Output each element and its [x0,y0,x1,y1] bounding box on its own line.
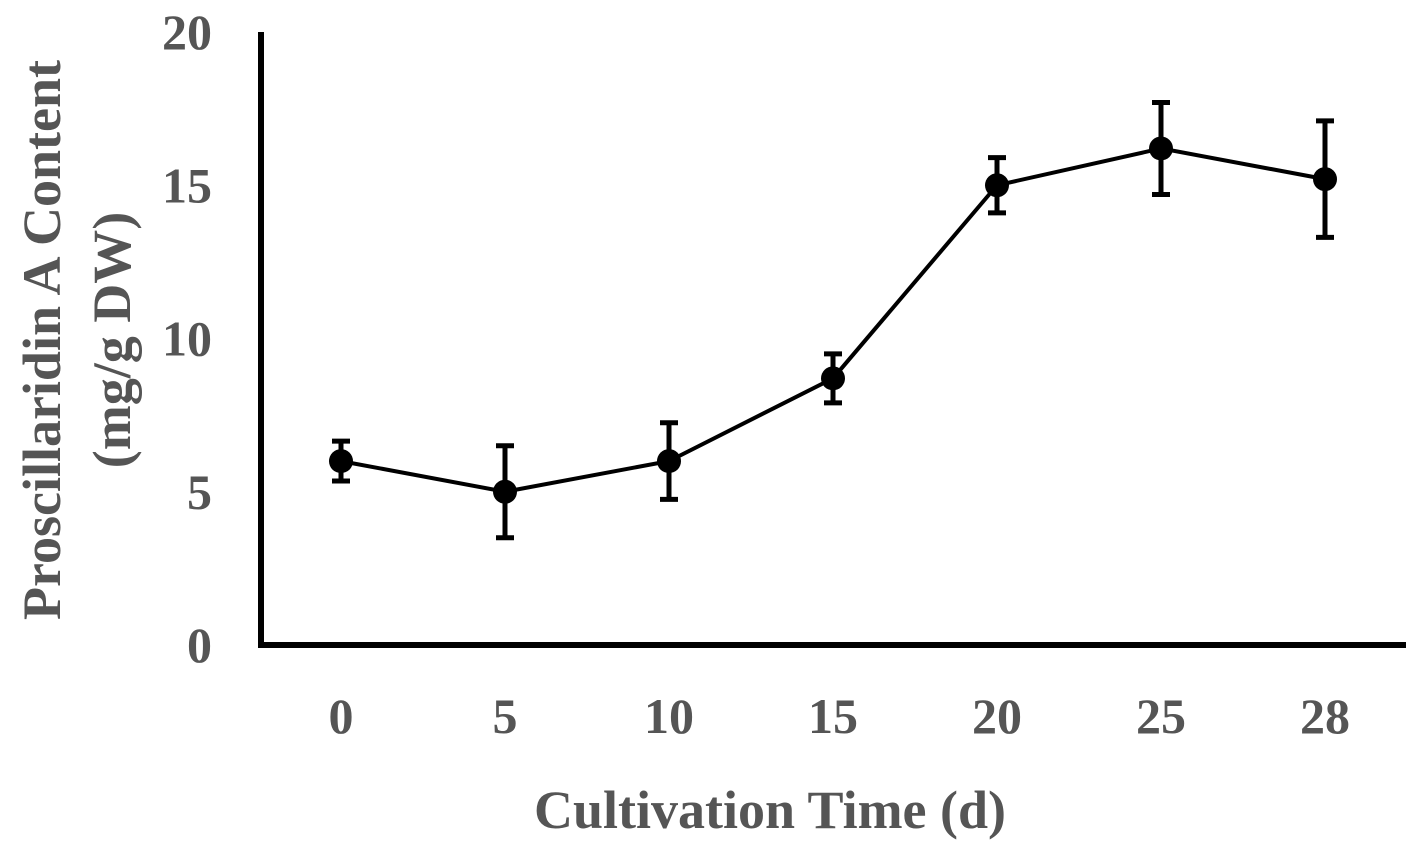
data-point [329,449,353,474]
y-axis-title-line-2: (mg/g DW) [82,212,142,468]
x-tick-label: 25 [1136,688,1186,744]
y-tick-labels: 0 5 10 15 20 [162,4,212,673]
y-tick-label: 20 [162,4,212,60]
x-tick-labels: 0 5 10 15 20 25 28 [329,688,1351,744]
x-tick-label: 5 [493,688,518,744]
data-point [821,366,845,391]
y-tick-label: 0 [187,617,212,673]
x-tick-label: 15 [808,688,858,744]
data-point [985,173,1009,198]
series-line [340,146,1326,494]
x-tick-label: 28 [1300,688,1350,744]
data-point [657,449,681,474]
x-tick-label: 10 [644,688,694,744]
y-tick-label: 10 [162,311,212,367]
y-axis-title: Proscillaridin A Content (mg/g DW) [12,60,142,620]
y-tick-label: 5 [187,464,212,520]
data-point [493,479,517,504]
data-point [1149,136,1173,161]
y-axis-title-line-1: Proscillaridin A Content [12,60,72,620]
error-bars [332,99,1334,541]
x-axis-title: Cultivation Time (d) [534,780,1006,840]
x-tick-label: 20 [972,688,1022,744]
data-points [329,136,1337,504]
x-tick-label: 0 [329,688,354,744]
y-tick-label: 15 [162,157,212,213]
data-point [1313,167,1337,192]
